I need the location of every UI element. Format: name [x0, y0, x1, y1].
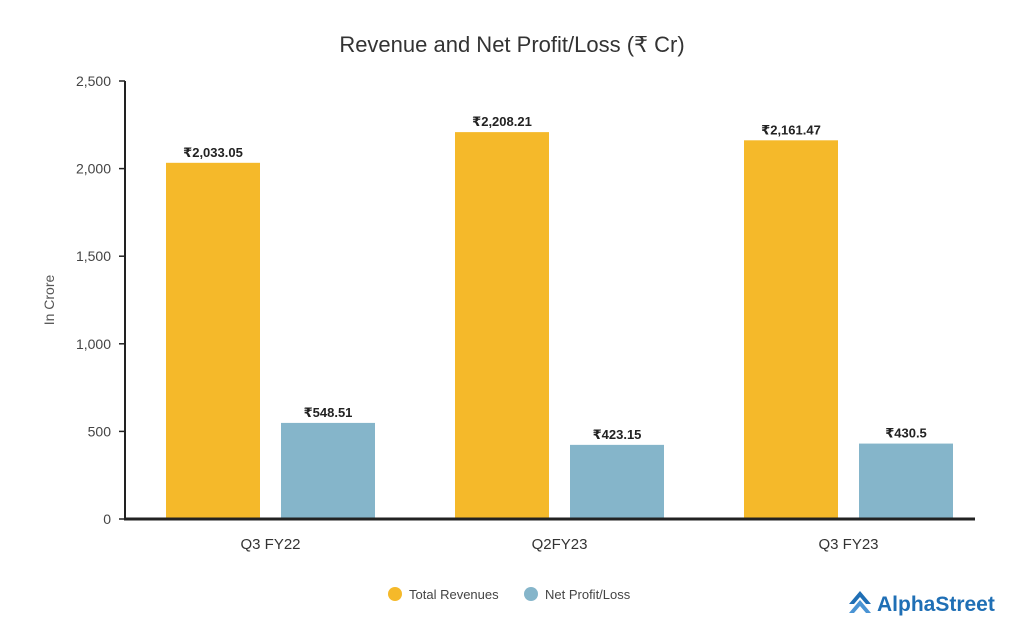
alphastreet-logo-icon — [849, 591, 871, 613]
data-label-revenue: ₹2,033.05 — [183, 145, 243, 160]
legend-label-total-revenues: Total Revenues — [409, 587, 499, 602]
bar-revenue — [744, 140, 838, 519]
bars-group — [166, 132, 953, 520]
x-category-label: Q3 FY22 — [240, 536, 300, 553]
y-tick-label: 2,000 — [76, 161, 111, 177]
bar-profit — [859, 443, 953, 519]
y-tick-label: 2,500 — [76, 73, 111, 89]
y-tick-label: 1,500 — [76, 248, 111, 264]
brand-name: AlphaStreet — [877, 593, 995, 616]
data-label-revenue: ₹2,161.47 — [761, 122, 821, 137]
data-label-profit: ₹430.5 — [885, 426, 927, 441]
bar-profit — [570, 444, 664, 519]
bar-revenue — [166, 162, 260, 520]
x-category-label: Q2FY23 — [532, 536, 588, 553]
y-tick-label: 0 — [103, 511, 111, 527]
x-category-label: Q3 FY23 — [818, 536, 878, 553]
chart-title: Revenue and Net Profit/Loss (₹ Cr) — [339, 32, 684, 57]
legend: Total Revenues Net Profit/Loss — [388, 587, 631, 602]
legend-swatch-total-revenues — [388, 587, 402, 601]
legend-label-net-profit: Net Profit/Loss — [545, 587, 631, 602]
y-axis-label: In Crore — [41, 275, 57, 326]
data-labels-group: ₹2,033.05 ₹548.51 ₹2,208.21 ₹423.15 ₹2,161.4… — [183, 114, 927, 442]
bar-revenue — [455, 132, 549, 519]
data-label-profit: ₹423.15 — [593, 427, 642, 442]
y-tick-label: 500 — [88, 423, 112, 439]
data-label-revenue: ₹2,208.21 — [472, 114, 532, 129]
legend-swatch-net-profit — [524, 587, 538, 601]
category-labels-group: Q3 FY22 Q2FY23 Q3 FY23 — [240, 536, 878, 553]
bar-profit — [281, 422, 375, 519]
y-tick-label: 1,000 — [76, 336, 111, 352]
brand-logo: AlphaStreet — [849, 591, 995, 616]
y-axis-ticks: 0 500 1,000 1,500 2,000 2,500 — [76, 73, 125, 527]
data-label-profit: ₹548.51 — [304, 405, 353, 420]
